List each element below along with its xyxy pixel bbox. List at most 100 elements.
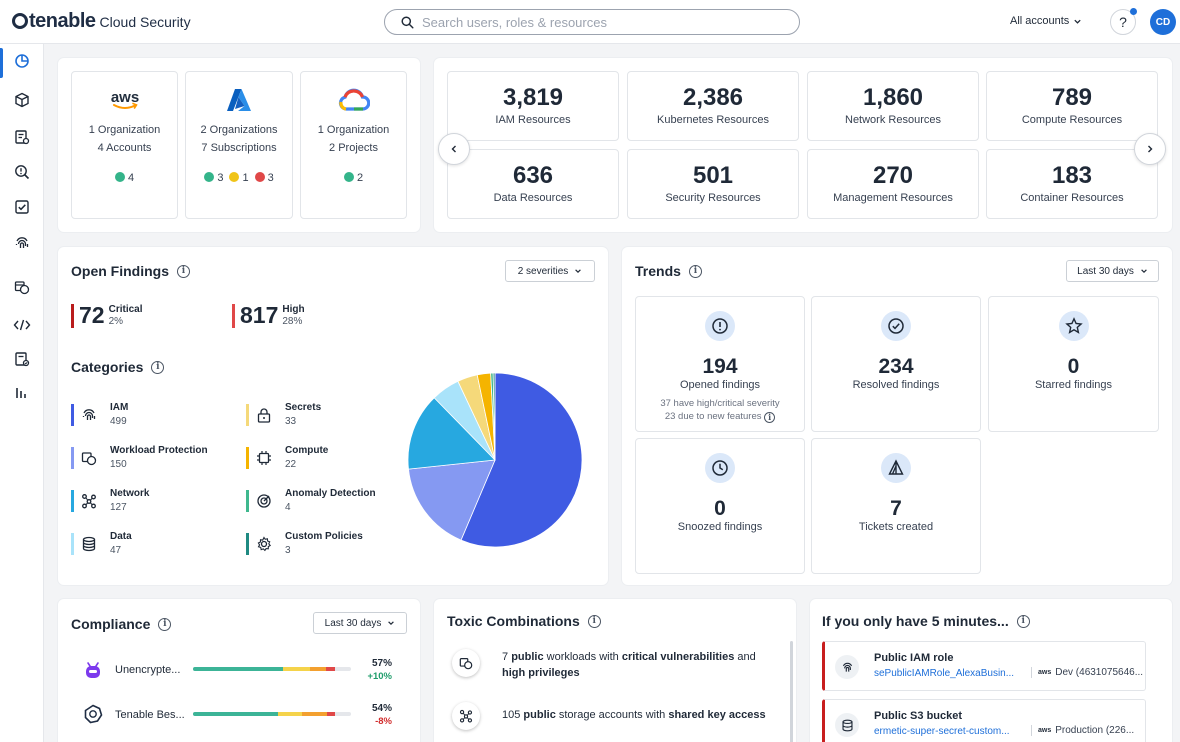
pie-slice-workload-protection[interactable]	[408, 459, 496, 541]
category-count: 499	[110, 416, 127, 427]
five-minutes-item[interactable]: Public IAM role sePublicIAMRole_AlexaBus…	[822, 641, 1146, 691]
resource-tile-kubernetes[interactable]: 2,386 Kubernetes Resources	[627, 71, 799, 141]
trend-label: Snoozed findings	[677, 521, 763, 533]
trends-period-dropdown[interactable]: Last 30 days	[1066, 260, 1159, 282]
findings-pie-chart	[407, 372, 583, 548]
cloud-card-gcp[interactable]: 1 Organization 2 Projects 2	[300, 71, 407, 219]
info-icon[interactable]: i	[177, 264, 190, 278]
sidebar-item-compliance[interactable]	[0, 192, 44, 222]
compliance-check-icon	[15, 200, 29, 214]
trend-label: Tickets created	[858, 521, 934, 533]
compliance-row[interactable]: Tenable Bes... 54% -8%	[72, 701, 402, 731]
pie-slice-iam[interactable]	[460, 372, 583, 548]
five-item-account[interactable]: aws Dev (4631075646...	[1031, 667, 1143, 678]
trend-snoozed-findings[interactable]: 0 Snoozed findings	[635, 438, 805, 574]
brand-logo[interactable]: tenable Cloud Security	[12, 10, 191, 33]
info-icon[interactable]: i	[158, 617, 172, 631]
category-anomaly-detection[interactable]: Anomaly Detection 4	[246, 488, 416, 516]
category-count: 47	[110, 545, 122, 556]
category-secrets[interactable]: Secrets 33	[246, 402, 416, 430]
info-icon[interactable]: i	[688, 264, 702, 278]
severity-critical[interactable]: 72 Critical 2%	[71, 302, 143, 329]
severity-high[interactable]: 817 High 28%	[232, 302, 305, 329]
search-input[interactable]	[422, 14, 782, 30]
progress-high-segment	[309, 667, 326, 671]
resource-tile-security[interactable]: 501 Security Resources	[627, 149, 799, 219]
resource-tile-management[interactable]: 270 Management Resources	[807, 149, 979, 219]
chevron-left-icon	[451, 145, 456, 153]
chevron-down-icon	[1141, 269, 1147, 274]
aws-logo-icon: aws	[1038, 727, 1052, 734]
sidebar-item-identity[interactable]	[0, 228, 44, 258]
search-box[interactable]	[384, 9, 800, 35]
trend-starred-findings[interactable]: 0 Starred findings	[988, 296, 1159, 432]
open-findings-title: Open Findings i	[71, 263, 190, 279]
sidebar-item-workload[interactable]	[0, 272, 44, 302]
compliance-title: Compliance i	[71, 616, 172, 632]
cloud-accounts-card: aws 1 Organization 4 Accounts 4 2 Organi…	[58, 58, 420, 232]
chevron-down-icon	[388, 621, 395, 626]
resource-label: Network Resources	[845, 114, 941, 126]
five-minutes-card: If you only have 5 minutes... i Public I…	[810, 599, 1172, 742]
info-icon[interactable]: i	[764, 411, 776, 423]
tenable-badge-icon	[84, 704, 103, 724]
trend-tickets-created[interactable]: 7 Tickets created	[811, 438, 981, 574]
severity-name: High	[282, 303, 305, 315]
five-item-resource-link[interactable]: sePublicIAMRole_AlexaBusin...	[874, 668, 1015, 679]
trend-opened-findings[interactable]: 194 Opened findings 37 have high/critica…	[635, 296, 805, 432]
resource-tile-network[interactable]: 1,860 Network Resources	[807, 71, 979, 141]
five-item-title: Public IAM role	[874, 652, 954, 664]
sidebar-item-dashboard[interactable]	[0, 46, 44, 78]
category-network[interactable]: Network 127	[71, 488, 241, 516]
network-icon	[82, 494, 96, 509]
resource-tile-iam[interactable]: 3,819 IAM Resources	[447, 71, 619, 141]
help-button[interactable]: ?	[1110, 8, 1137, 35]
sidebar-item-resources[interactable]	[0, 85, 44, 115]
carousel-prev-button[interactable]	[438, 133, 470, 165]
category-color-bar	[246, 447, 249, 469]
workload-shield-icon	[14, 281, 30, 295]
compliance-delta: +10%	[367, 671, 392, 682]
cloud-card-azure[interactable]: 2 Organizations 7 Subscriptions 3 1 3	[185, 71, 293, 219]
sidebar-item-inventory[interactable]	[0, 122, 44, 152]
resource-tile-compute[interactable]: 789 Compute Resources	[986, 71, 1158, 141]
category-custom-policies[interactable]: Custom Policies 3	[246, 531, 416, 559]
category-data[interactable]: Data 47	[71, 531, 241, 559]
user-avatar[interactable]: CD	[1150, 9, 1176, 35]
pie-slice-network[interactable]	[407, 397, 496, 470]
pie-slice-custom-policies[interactable]	[492, 372, 496, 461]
cloud-card-aws[interactable]: aws 1 Organization 4 Accounts 4	[71, 71, 178, 219]
five-minutes-item[interactable]: Public S3 bucket ermetic-super-secret-cu…	[822, 699, 1146, 742]
severity-pct: 28%	[282, 315, 303, 327]
chevron-down-icon	[1074, 19, 1081, 24]
compliance-row[interactable]: Unencrypte... 57% +10%	[72, 656, 402, 686]
status-error: 3	[254, 172, 274, 184]
trend-resolved-findings[interactable]: 234 Resolved findings	[811, 296, 981, 432]
cloud-account-count: 4 Accounts	[97, 142, 152, 154]
category-iam[interactable]: IAM 499	[71, 402, 241, 430]
resource-label: Kubernetes Resources	[657, 114, 769, 126]
five-item-account[interactable]: aws Production (226...	[1031, 725, 1134, 736]
resource-count: 2,386	[682, 84, 744, 111]
scrollbar[interactable]	[790, 641, 793, 742]
severity-filter-dropdown[interactable]: 2 severities	[505, 260, 595, 282]
progress-fail-segment	[325, 667, 336, 671]
sidebar-item-findings[interactable]	[0, 157, 44, 187]
category-compute[interactable]: Compute 22	[246, 445, 416, 473]
five-item-resource-link[interactable]: ermetic-super-secret-custom...	[874, 726, 1010, 737]
sidebar-item-reports[interactable]	[0, 344, 44, 374]
resource-label: Management Resources	[833, 192, 953, 204]
resource-tile-container[interactable]: 183 Container Resources	[986, 149, 1158, 219]
resource-tile-data[interactable]: 636 Data Resources	[447, 149, 619, 219]
accounts-selector[interactable]: All accounts	[1010, 15, 1082, 27]
category-workload-protection[interactable]: Workload Protection 150	[71, 445, 241, 473]
status-ok: 3	[204, 172, 223, 184]
compliance-period-dropdown[interactable]: Last 30 days	[313, 612, 407, 634]
carousel-next-button[interactable]	[1134, 133, 1166, 165]
ticket-icon	[881, 453, 911, 483]
sidebar-item-analytics[interactable]	[0, 378, 44, 408]
info-icon[interactable]: i	[151, 360, 165, 374]
info-icon[interactable]: i	[587, 614, 601, 628]
info-icon[interactable]: i	[1016, 614, 1030, 628]
sidebar-item-code[interactable]	[0, 310, 44, 340]
